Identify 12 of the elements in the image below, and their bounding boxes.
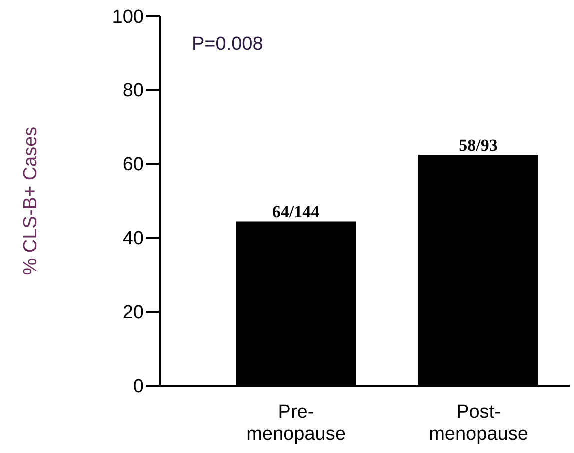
y-tick-label: 0 [133,376,144,398]
y-tick-label: 80 [122,80,144,102]
y-tick-label: 20 [122,302,144,324]
x-tick-label: Post- menopause [429,402,528,445]
y-tick-label: 100 [112,6,144,28]
data-label: 64/144 [272,202,320,222]
y-tick-label: 40 [122,228,144,250]
data-label: 58/93 [459,136,498,156]
y-tick-label: 60 [122,154,144,176]
x-tick-label: Pre- menopause [246,402,346,445]
y-axis-title: % CLS-B+ Cases [20,126,42,276]
annotation: P=0.008 [192,34,264,56]
